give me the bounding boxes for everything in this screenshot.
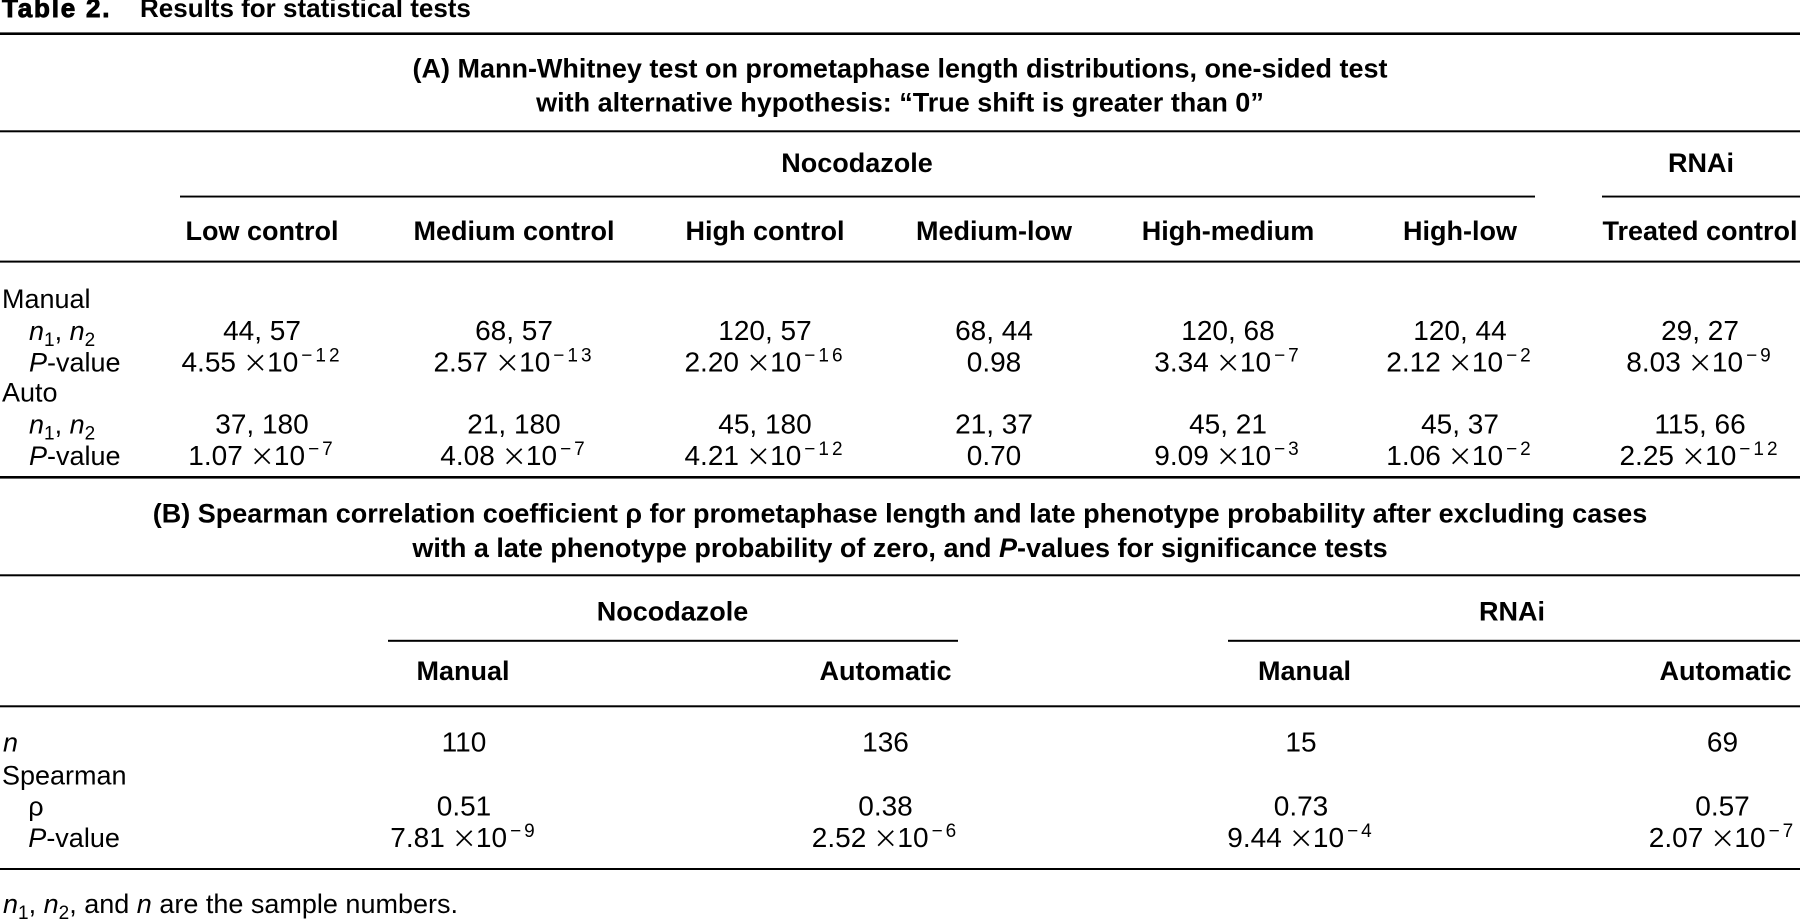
- svg-text:4.21 ×10−12: 4.21 ×10 −12: [684, 435, 845, 479]
- svg-text:45, 180: 45, 180: [718, 409, 811, 440]
- svg-text:Low control: Low control: [186, 216, 339, 246]
- svg-text:21, 180: 21, 180: [467, 409, 560, 440]
- svg-text:136: 136: [862, 727, 909, 758]
- svg-text:68, 44: 68, 44: [955, 315, 1033, 346]
- svg-text:n1, n2: n1, n2: [29, 316, 95, 351]
- svg-text:Manual: Manual: [2, 284, 91, 314]
- svg-text:RNAi: RNAi: [1668, 148, 1734, 178]
- svg-text:Manual: Manual: [416, 656, 509, 686]
- svg-text:4.08 ×10−7: 4.08 ×10 −7: [440, 435, 587, 479]
- svg-text:1.06 ×10−2: 1.06 ×10 −2: [1386, 435, 1533, 479]
- svg-text:7.81 ×10−9: 7.81 ×10 −9: [390, 817, 537, 861]
- svg-text:21, 37: 21, 37: [955, 409, 1033, 440]
- svg-text:2.25 ×10−12: 2.25 ×10 −12: [1619, 435, 1780, 479]
- svg-text:Nocodazole: Nocodazole: [597, 597, 749, 627]
- svg-text:110: 110: [442, 727, 487, 758]
- svg-text:2.12 ×10−2: 2.12 ×10 −2: [1386, 341, 1533, 385]
- svg-text:RNAi: RNAi: [1479, 597, 1545, 627]
- svg-text:Spearman: Spearman: [2, 761, 127, 791]
- svg-text:8.03 ×10−9: 8.03 ×10 −9: [1626, 341, 1773, 385]
- svg-text:(B) Spearman correlation coeff: (B) Spearman correlation coefficient ρ f…: [153, 499, 1648, 529]
- svg-text:High-low: High-low: [1403, 216, 1518, 246]
- svg-text:Auto: Auto: [2, 378, 58, 408]
- svg-text:0.57: 0.57: [1695, 791, 1750, 822]
- svg-text:37, 180: 37, 180: [215, 409, 308, 440]
- svg-text:ρ: ρ: [28, 792, 43, 822]
- svg-text:115, 66: 115, 66: [1654, 409, 1745, 440]
- svg-text:1.07 ×10−7: 1.07 ×10 −7: [188, 435, 335, 479]
- svg-text:9.44 ×10−4: 9.44 ×10 −4: [1227, 817, 1374, 861]
- svg-text:2.57 ×10−13: 2.57 ×10 −13: [433, 341, 594, 385]
- svg-text:4.55 ×10−12: 4.55 ×10 −12: [181, 341, 342, 385]
- svg-text:69: 69: [1707, 727, 1738, 758]
- svg-text:Results for statistical tests: Results for statistical tests: [140, 0, 471, 23]
- svg-text:44, 57: 44, 57: [223, 315, 301, 346]
- svg-text:0.51: 0.51: [437, 791, 492, 822]
- svg-text:High-medium: High-medium: [1142, 216, 1315, 246]
- svg-text:n1, n2: n1, n2: [29, 410, 95, 445]
- svg-text:120, 68: 120, 68: [1181, 315, 1274, 346]
- svg-text:P-value: P-value: [28, 823, 120, 853]
- svg-text:High control: High control: [686, 216, 845, 246]
- svg-text:3.34 ×10−7: 3.34 ×10 −7: [1154, 341, 1301, 385]
- svg-text:0.73: 0.73: [1274, 791, 1329, 822]
- svg-text:29, 27: 29, 27: [1661, 315, 1739, 346]
- svg-text:Automatic: Automatic: [819, 656, 951, 686]
- svg-text:0.38: 0.38: [858, 791, 913, 822]
- svg-text:n1, n2, and n are the sample n: n1, n2, and n are the sample numbers.: [3, 889, 458, 921]
- svg-text:Nocodazole: Nocodazole: [781, 148, 933, 178]
- svg-text:120, 57: 120, 57: [718, 315, 811, 346]
- svg-text:with a late phenotype probabil: with a late phenotype probability of zer…: [411, 533, 1387, 563]
- svg-text:(A) Mann-Whitney test on prome: (A) Mann-Whitney test on prometaphase le…: [412, 54, 1387, 84]
- svg-text:P-value: P-value: [29, 347, 121, 377]
- svg-text:2.20 ×10−16: 2.20 ×10 −16: [684, 341, 845, 385]
- svg-text:15: 15: [1285, 727, 1316, 758]
- svg-text:Treated control: Treated control: [1602, 216, 1797, 246]
- svg-text:0.98: 0.98: [967, 346, 1022, 377]
- svg-text:n: n: [3, 728, 18, 758]
- svg-text:Medium-low: Medium-low: [916, 216, 1073, 246]
- svg-text:45, 37: 45, 37: [1421, 409, 1499, 440]
- svg-text:P-value: P-value: [29, 441, 121, 471]
- svg-text:2.52 ×10−6: 2.52 ×10 −6: [812, 817, 959, 861]
- svg-text:45, 21: 45, 21: [1189, 409, 1267, 440]
- svg-text:9.09 ×10−3: 9.09 ×10 −3: [1154, 435, 1301, 479]
- svg-text:2.07 ×10−7: 2.07 ×10 −7: [1649, 817, 1796, 861]
- svg-text:Manual: Manual: [1258, 656, 1351, 686]
- svg-text:120, 44: 120, 44: [1413, 315, 1506, 346]
- svg-text:68, 57: 68, 57: [475, 315, 553, 346]
- svg-text:Medium control: Medium control: [414, 216, 615, 246]
- svg-text:Table 2.: Table 2.: [2, 0, 111, 23]
- svg-text:with alternative hypothesis: “: with alternative hypothesis: “True shift…: [535, 88, 1264, 118]
- svg-text:Automatic: Automatic: [1659, 656, 1791, 686]
- svg-text:0.70: 0.70: [967, 440, 1022, 471]
